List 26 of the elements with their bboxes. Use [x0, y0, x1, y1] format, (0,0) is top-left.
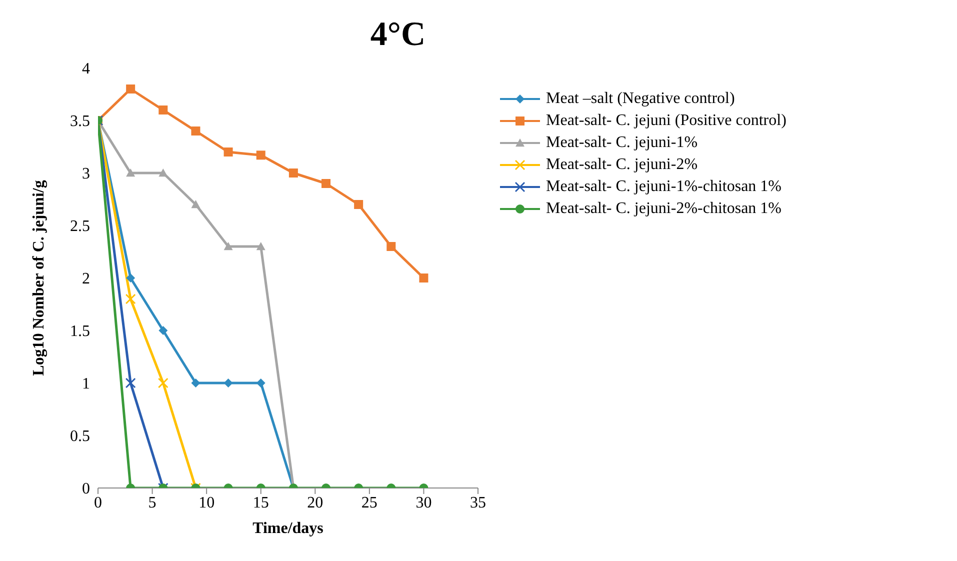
legend-label: Meat-salt- C. jejuni-1%-chitosan 1% [546, 178, 782, 196]
legend-label: Meat-salt- C. jejuni (Positive control) [546, 112, 786, 130]
y-tick-label: 0.5 [70, 428, 90, 446]
y-tick-label: 1 [82, 376, 90, 393]
y-tick-label: 2.5 [70, 218, 90, 236]
x-tick-label: 5 [148, 494, 156, 512]
x-axis-title: Time/days [252, 520, 324, 537]
y-tick-label: 2 [82, 270, 90, 288]
y-tick-label: 3 [82, 166, 90, 183]
x-tick-label: 30 [416, 494, 432, 512]
legend-label: Meat-salt- C. jejuni-2%-chitosan 1% [546, 200, 782, 218]
x-tick-label: 20 [307, 494, 324, 512]
y-tick-label: 1.5 [70, 323, 90, 340]
x-tick-label: 25 [361, 494, 378, 512]
y-tick-label: 0 [82, 480, 90, 498]
x-tick-label: 0 [94, 494, 102, 512]
y-tick-label: 4 [82, 60, 90, 78]
legend-label: Meat-salt- C. jejuni-2% [546, 156, 698, 174]
x-tick-label: 15 [252, 494, 269, 512]
x-tick-label: 35 [470, 494, 486, 512]
y-tick-label: 3.5 [70, 113, 90, 130]
chart-title: 4°C [369, 16, 427, 54]
y-axis-title: Log10 Nomber of C. jejuni/g [30, 180, 48, 376]
legend-label: Meat –salt (Negative control) [546, 90, 735, 108]
legend-label: Meat-salt- C. jejuni-1% [546, 134, 698, 152]
x-tick-label: 10 [198, 494, 215, 512]
